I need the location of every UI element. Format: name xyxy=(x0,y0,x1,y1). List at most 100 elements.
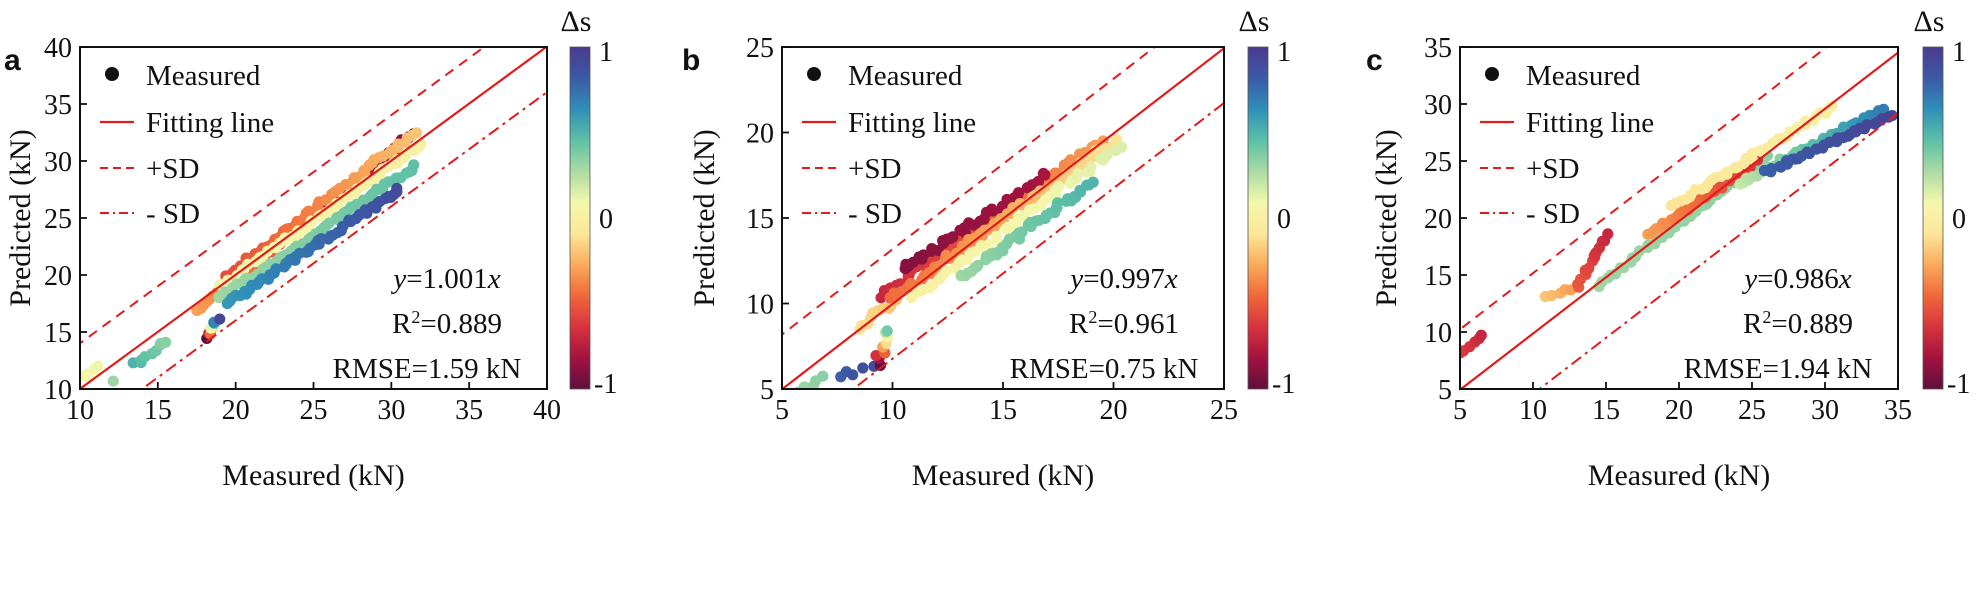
data-point xyxy=(92,360,104,372)
x-tick-label: 20 xyxy=(1100,395,1128,426)
colorbar-max-label: 1 xyxy=(599,37,613,68)
panel-letter: c xyxy=(1366,44,1383,77)
y-tick-label: 40 xyxy=(44,33,72,64)
colorbar: Δs1 0 -1 xyxy=(1239,5,1296,400)
y-tick-label: 15 xyxy=(44,318,72,349)
colorbar-title: Δs xyxy=(1239,5,1270,38)
data-point xyxy=(1053,180,1065,192)
r-squared-text: R2=0.961 xyxy=(1069,307,1179,340)
data-point xyxy=(798,381,810,389)
x-tick-label: 20 xyxy=(1665,395,1693,426)
reference-lines xyxy=(782,47,1224,389)
legend-label-minus-sd: - SD xyxy=(848,198,902,230)
y-tick-label: 20 xyxy=(1424,204,1452,235)
minus-sd-line xyxy=(851,101,1224,389)
equation-rest: =1.001 xyxy=(406,263,488,295)
data-point xyxy=(847,369,859,381)
data-point xyxy=(1037,167,1049,180)
x-tick-label: 25 xyxy=(1738,395,1766,426)
x-tick-label: 15 xyxy=(144,395,172,426)
y-tick-label: 25 xyxy=(44,204,72,235)
y-tick-label: 20 xyxy=(44,261,72,292)
colorbar: Δs1 0 -1 xyxy=(561,5,618,400)
colorbar-min-label: -1 xyxy=(1272,369,1295,400)
y-tick-label: 30 xyxy=(1424,90,1452,121)
y-tick-label: 10 xyxy=(746,290,774,321)
r2-value: =0.961 xyxy=(1097,308,1179,340)
colorbar-gradient xyxy=(1923,47,1943,389)
scatter-points xyxy=(80,127,427,387)
data-point xyxy=(410,127,423,139)
scatter-points xyxy=(1460,100,1898,359)
y-tick-label: 15 xyxy=(746,204,774,235)
x-tick-label: 30 xyxy=(377,395,405,426)
x-tick-label: 40 xyxy=(533,395,561,426)
data-point xyxy=(107,375,119,387)
data-point xyxy=(1799,115,1811,127)
colorbar-max-label: 1 xyxy=(1277,37,1291,68)
data-point xyxy=(1101,149,1113,162)
colorbar-gradient xyxy=(570,47,590,389)
y-tick-label: 35 xyxy=(44,90,72,121)
r-squared-text: R2=0.889 xyxy=(1743,307,1853,340)
data-point xyxy=(1051,197,1064,209)
plus-sd-line xyxy=(80,47,486,345)
data-point xyxy=(160,336,172,348)
equation-var: y xyxy=(1067,263,1083,295)
colorbar-mid-label: 0 xyxy=(599,204,613,235)
y-axis-label: Predicted (kN) xyxy=(1370,129,1403,306)
equation-text: y=1.001x xyxy=(390,263,500,295)
equation-x: x xyxy=(487,263,501,295)
y-tick-label: 25 xyxy=(746,33,774,64)
equation-x: x xyxy=(1838,263,1852,295)
r2-superscript: 2 xyxy=(1762,307,1771,327)
colorbar-max-label: 1 xyxy=(1952,37,1966,68)
x-tick-label: 20 xyxy=(222,395,250,426)
equation-var: y xyxy=(390,263,406,295)
legend-marker-measured xyxy=(807,67,821,81)
y-tick-label: 35 xyxy=(1424,33,1452,64)
legend: Measured Fitting line +SD - SD xyxy=(802,60,976,230)
colorbar-min-label: -1 xyxy=(1947,369,1970,400)
data-point xyxy=(940,265,952,277)
x-axis-label: Measured (kN) xyxy=(1588,459,1770,492)
x-axis-label: Measured (kN) xyxy=(912,459,1094,492)
scatter-points xyxy=(793,134,1128,389)
legend-label-fitting: Fitting line xyxy=(848,107,976,139)
legend-label-minus-sd: - SD xyxy=(146,198,200,230)
minus-sd-line xyxy=(140,90,547,389)
rmse-text: RMSE=1.59 kN xyxy=(333,353,522,385)
fitting-line xyxy=(782,47,1224,389)
data-point xyxy=(1072,168,1084,180)
y-axis-label: Predicted (kN) xyxy=(688,129,721,306)
r2-value: =0.889 xyxy=(1771,308,1853,340)
data-point xyxy=(972,259,984,272)
data-point xyxy=(990,230,1002,242)
data-point xyxy=(986,203,998,215)
reference-lines xyxy=(80,47,547,389)
data-point xyxy=(870,350,882,362)
y-axis-label: Predicted (kN) xyxy=(4,129,37,306)
data-point xyxy=(1602,228,1614,240)
x-tick-label: 10 xyxy=(1519,395,1547,426)
y-tick-label: 25 xyxy=(1424,147,1452,178)
legend-label-fitting: Fitting line xyxy=(1526,107,1654,139)
colorbar-mid-label: 0 xyxy=(1277,204,1291,235)
data-point xyxy=(1546,289,1558,302)
data-point xyxy=(817,370,829,382)
r2-superscript: 2 xyxy=(411,307,420,327)
colorbar-frame xyxy=(1922,46,1944,390)
x-tick-label: 25 xyxy=(300,395,328,426)
y-tick-label: 5 xyxy=(760,375,774,406)
legend-label-plus-sd: +SD xyxy=(848,153,901,185)
legend-label-measured: Measured xyxy=(146,60,261,92)
colorbar-min-label: -1 xyxy=(594,369,617,400)
legend: Measured Fitting line +SD - SD xyxy=(1480,60,1654,230)
colorbar-frame xyxy=(569,46,591,390)
equation-text: y=0.997x xyxy=(1067,263,1177,295)
r2-prefix: R xyxy=(1069,308,1089,340)
